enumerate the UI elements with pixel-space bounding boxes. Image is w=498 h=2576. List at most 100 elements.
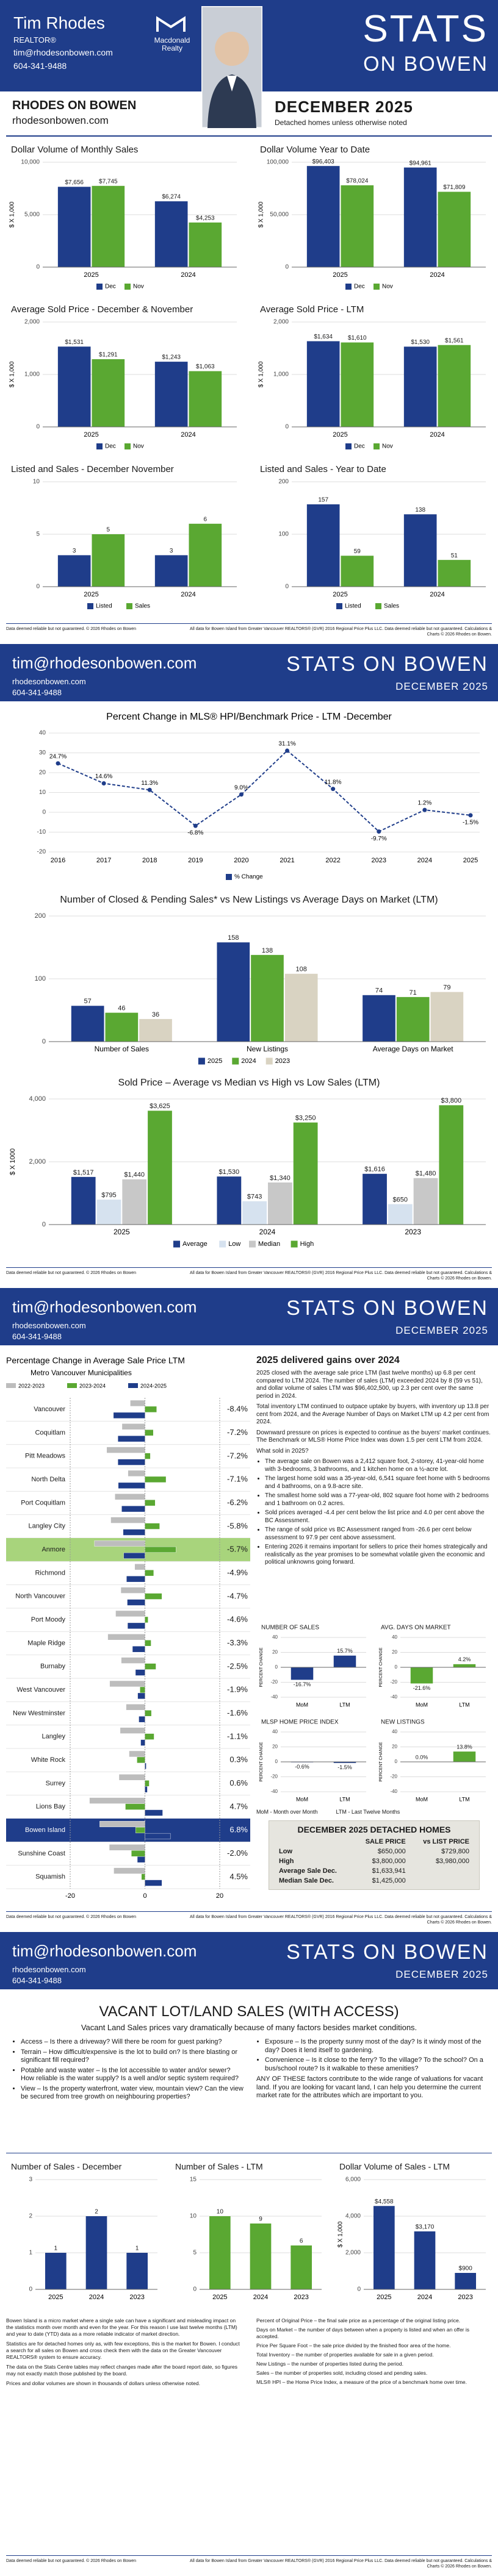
value-label: $3,625 xyxy=(150,1103,170,1110)
bar xyxy=(363,1173,387,1225)
value-label: $795 xyxy=(101,1192,116,1199)
y-tick-label: 0 xyxy=(36,424,40,431)
category-label: North Vancouver xyxy=(15,1593,65,1600)
value-label: 24.7% xyxy=(49,753,67,760)
header-band xyxy=(0,644,498,701)
bar xyxy=(430,992,464,1042)
category-label: Port Coquitlam xyxy=(21,1499,65,1506)
point xyxy=(331,787,336,792)
header-phone: 604-341-9488 xyxy=(12,688,62,697)
legend-swatch xyxy=(226,874,232,880)
footer-rule xyxy=(6,623,492,624)
bar xyxy=(455,2273,476,2289)
bar xyxy=(145,1663,156,1670)
y-tick-label: 1 xyxy=(29,2250,32,2256)
chart-title: AVG. DAYS ON MARKET xyxy=(381,1625,451,1631)
bar xyxy=(137,1693,145,1699)
y-tick-label: 0 xyxy=(285,424,289,431)
x-tick-label: 2021 xyxy=(280,857,294,864)
report-note: Detached homes unless otherwise noted xyxy=(275,118,407,127)
bar xyxy=(135,1669,145,1676)
x-tick-label: 2024 xyxy=(430,431,444,438)
x-tick-label: 2025 xyxy=(212,2294,227,2301)
y-tick-label: 0 xyxy=(29,2286,32,2293)
bar xyxy=(109,1681,145,1687)
bar xyxy=(85,2216,107,2289)
bar xyxy=(145,1640,151,1646)
legend-label: Median xyxy=(258,1240,280,1248)
y-tick-label: 40 xyxy=(392,1729,397,1734)
value-label: 9 xyxy=(259,2216,262,2223)
footer-rule xyxy=(6,1267,492,1268)
bar-chart: Number of Sales - LTM 0 5 10 15 2025 10 2024 9 20… xyxy=(175,2162,322,2301)
header-cell: vs LIST PRICE xyxy=(423,1838,469,1845)
y-tick-label: 2,000 xyxy=(24,319,40,326)
stats-title: STATS xyxy=(363,8,488,50)
y-tick-label: 100,000 xyxy=(267,159,289,166)
bar xyxy=(126,1576,145,1582)
y-tick-label: 0 xyxy=(275,1664,278,1670)
bar xyxy=(109,1844,145,1851)
glossary-item: Price Per Square Foot – the sale price d… xyxy=(256,2342,451,2349)
category-label: Sunshine Coast xyxy=(18,1850,65,1857)
legend-label: Listed xyxy=(345,603,361,610)
bar-chart: Number of Sales - December 0 1 2 3 2025 1 2024 2… xyxy=(11,2162,157,2301)
legend-label: 2025 xyxy=(208,1057,222,1065)
header-cell xyxy=(275,1837,353,1847)
y-tick-label: 2,000 xyxy=(273,319,289,326)
bullet: Potable and waste water – Is the lot acc… xyxy=(21,2067,244,2083)
bar xyxy=(333,1655,356,1667)
footer-left: Data deemed reliable but not guaranteed.… xyxy=(6,2559,136,2563)
legend-swatch xyxy=(374,443,380,449)
bar xyxy=(115,1494,145,1500)
y-tick-label: 0 xyxy=(36,264,40,271)
bullets-right: Exposure – Is the property sunny most of… xyxy=(256,2038,492,2100)
value-label: 71 xyxy=(410,989,417,996)
chart-title: Dollar Volume Year to Date xyxy=(260,145,370,155)
bar xyxy=(139,1018,172,1042)
value-label: -4.7% xyxy=(227,1591,248,1600)
bar xyxy=(333,1762,356,1763)
table-cell: $650,000 xyxy=(377,1848,406,1855)
bar xyxy=(145,1733,154,1740)
y-axis-label: $ X 1,000 xyxy=(258,201,265,227)
category-label: Maple Ridge xyxy=(27,1639,65,1647)
y-tick-label: 0 xyxy=(42,809,46,816)
category-label: Pitt Meadows xyxy=(25,1453,66,1460)
y-tick-label: 0 xyxy=(285,264,289,271)
point xyxy=(147,787,152,792)
point xyxy=(101,781,106,786)
x-tick-label: LTM xyxy=(339,1796,350,1802)
line-chart: Percent Change in MLS® HPI/Benchmark Pri… xyxy=(37,712,480,881)
stats-word: ON BOWEN xyxy=(363,1297,488,1320)
value-label: -4.9% xyxy=(227,1568,248,1577)
value-label: -2.0% xyxy=(227,1848,248,1858)
header-email: tim@rhodesonbowen.com xyxy=(12,1942,197,1960)
footer-right: All data for Bowen Island from Greater V… xyxy=(189,1915,492,1925)
bullet-list: Access – Is there a driveway? Will there… xyxy=(12,2038,244,2103)
value-label: $1,440 xyxy=(124,1172,145,1179)
y-tick-label: 10 xyxy=(39,789,46,796)
y-tick-label: 0 xyxy=(357,2286,361,2293)
x-tick-label: 2022 xyxy=(325,857,340,864)
bar xyxy=(99,1821,145,1827)
table-cell: Average Sale Dec. xyxy=(279,1867,337,1875)
chart-title: Average Sold Price - December & November xyxy=(11,304,193,315)
value-label: -5.7% xyxy=(227,1545,248,1554)
bullet: Sold prices averaged -4.4 per cent below… xyxy=(265,1509,492,1525)
bar xyxy=(57,187,91,267)
x-tick-label: 2020 xyxy=(234,857,248,864)
value-label: $71,809 xyxy=(443,184,466,191)
bullet: The average sale on Bowen was a 2,412 sq… xyxy=(265,1458,492,1473)
x-tick-label: 2018 xyxy=(142,857,157,864)
bar xyxy=(148,1111,172,1225)
paragraph: Downward pressure on prices is expected … xyxy=(256,1429,491,1444)
bar xyxy=(123,1552,145,1559)
table-cell: Median Sale Dec. xyxy=(279,1877,334,1884)
value-label: 31.1% xyxy=(278,741,295,748)
value-label: $7,656 xyxy=(65,179,84,186)
bar xyxy=(57,555,91,587)
category-label: New Westminster xyxy=(13,1709,65,1717)
bar xyxy=(154,201,188,267)
